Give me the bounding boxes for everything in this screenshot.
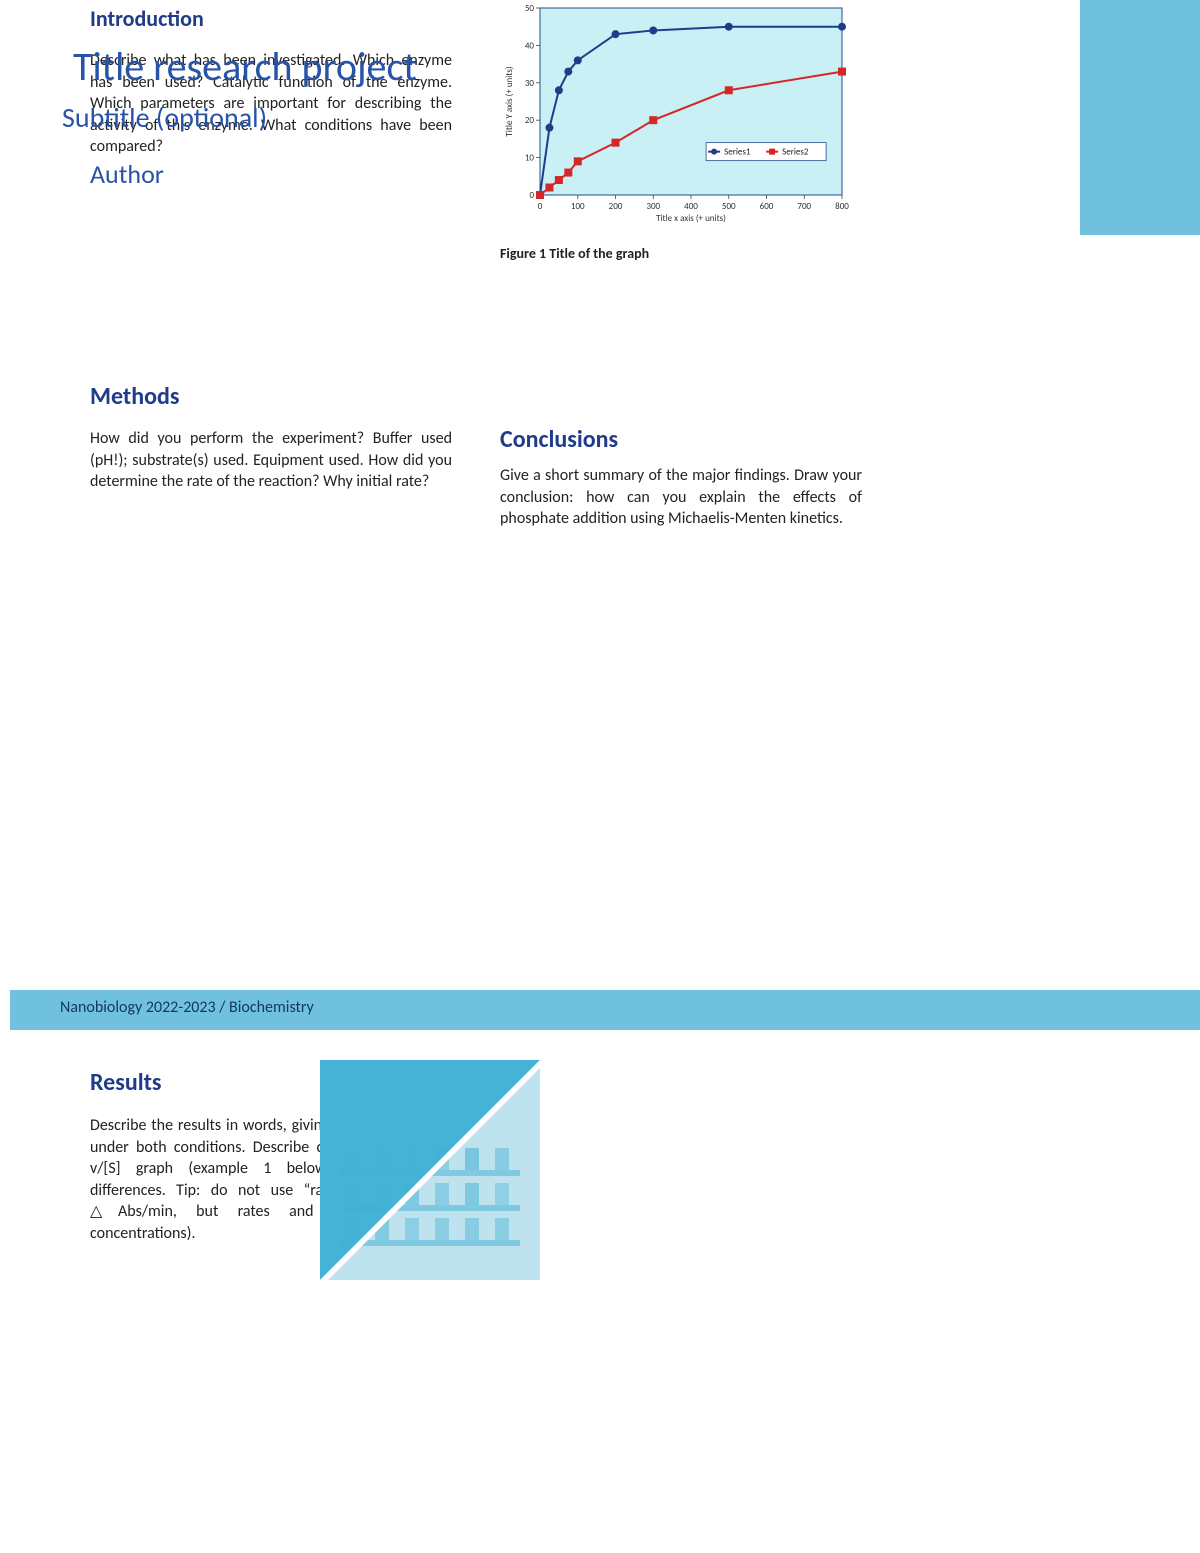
page-title: Title research project <box>73 42 417 91</box>
footer-text: Nanobiology 2022-2023 / Biochemistry <box>60 998 314 1017</box>
svg-text:400: 400 <box>684 201 698 212</box>
figure1-caption: Figure 1 Title of the graph <box>500 245 649 262</box>
svg-text:20: 20 <box>525 115 535 126</box>
heading-conclusions: Conclusions <box>500 425 618 454</box>
svg-text:600: 600 <box>760 201 774 212</box>
svg-text:10: 10 <box>525 153 535 164</box>
svg-text:300: 300 <box>646 201 660 212</box>
svg-text:30: 30 <box>525 78 535 89</box>
svg-text:200: 200 <box>609 201 623 212</box>
heading-results: Results <box>90 1068 161 1097</box>
svg-text:800: 800 <box>835 201 849 212</box>
svg-text:50: 50 <box>525 3 535 14</box>
svg-text:Title Y axis (+ units): Title Y axis (+ units) <box>504 66 515 137</box>
page-author: Author <box>90 158 164 190</box>
heading-methods: Methods <box>90 382 179 411</box>
figure1-chart: 010203040500100200300400500600700800Titl… <box>500 0 850 225</box>
svg-text:500: 500 <box>722 201 736 212</box>
body-methods: How did you perform the experiment? Buff… <box>90 428 452 493</box>
side-accent-band <box>1080 0 1200 235</box>
svg-text:Title x axis (+ units): Title x axis (+ units) <box>656 213 726 224</box>
svg-text:40: 40 <box>525 40 535 51</box>
svg-text:100: 100 <box>571 201 585 212</box>
body-conclusions: Give a short summary of the major findin… <box>500 465 862 530</box>
svg-text:0: 0 <box>529 190 534 201</box>
svg-text:700: 700 <box>797 201 811 212</box>
svg-text:Series1: Series1 <box>724 147 751 158</box>
svg-text:Series2: Series2 <box>782 147 809 158</box>
heading-introduction: Introduction <box>90 5 204 32</box>
svg-text:0: 0 <box>538 201 543 212</box>
page-subtitle: Subtitle (optional) <box>62 100 267 135</box>
lab-decorative-image <box>320 1060 540 1280</box>
